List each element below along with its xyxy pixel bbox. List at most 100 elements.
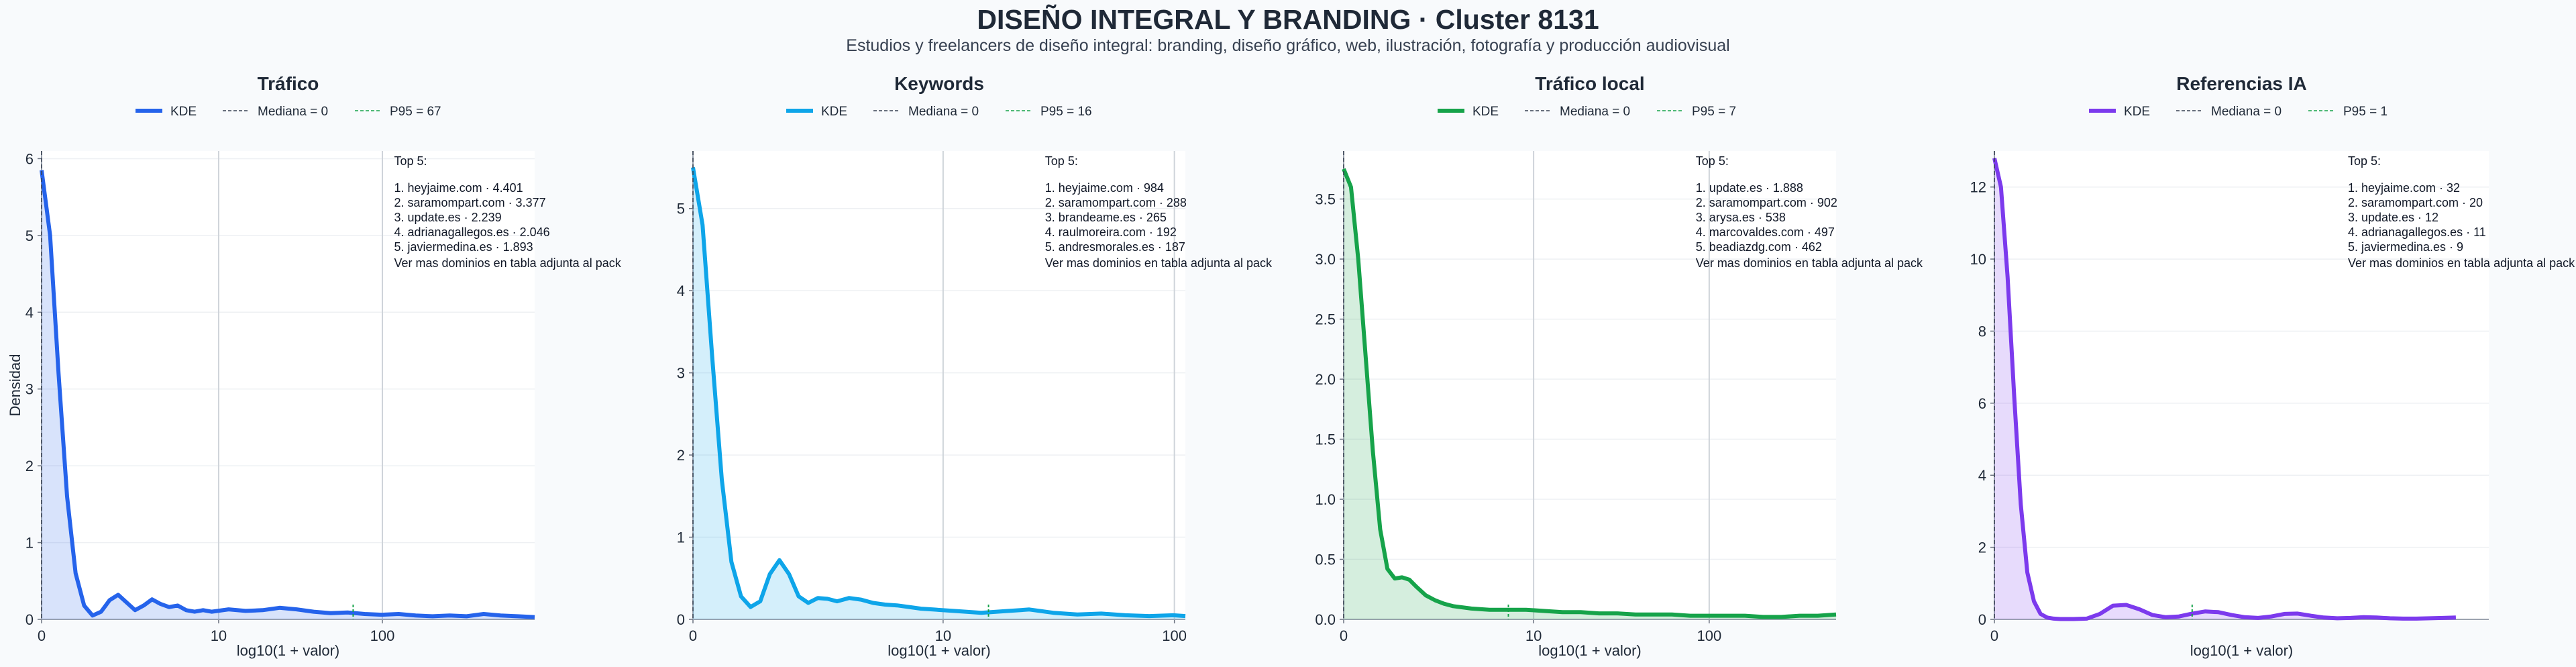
legend-kde-label: KDE (821, 105, 847, 119)
legend-p95-label: P95 = 67 (390, 105, 441, 119)
chart-title: Tráfico local (1535, 73, 1644, 94)
y-tick-label: 2 (25, 458, 34, 474)
x-tick-label: 0 (38, 627, 46, 644)
legend: KDE Mediana = 0 P95 = 16 (786, 105, 1092, 119)
legend-median-label: Mediana = 0 (258, 105, 328, 119)
y-tick-label: 0 (677, 611, 685, 628)
top5-footnote: Ver mas dominios en tabla adjunta al pac… (1696, 256, 1923, 270)
top5-item: 2. saramompart.com · 288 (1045, 196, 1187, 209)
y-tick-label: 4 (25, 304, 34, 321)
top5-item: 3. update.es · 2.239 (394, 211, 502, 224)
legend: KDE Mediana = 0 P95 = 7 (1438, 105, 1736, 119)
y-tick-label: 10 (1970, 251, 1986, 268)
page-subtitle: Estudios y freelancers de diseño integra… (846, 36, 1730, 55)
top5-title: Top 5: (2348, 154, 2381, 168)
top5-item: 3. arysa.es · 538 (1696, 211, 1786, 224)
top5-title: Top 5: (394, 154, 427, 168)
legend-p95-label: P95 = 16 (1040, 105, 1092, 119)
legend-kde-label: KDE (2124, 105, 2150, 119)
legend-kde-label: KDE (170, 105, 197, 119)
top5-item: 3. update.es · 12 (2348, 211, 2438, 224)
legend: KDE Mediana = 0 P95 = 67 (136, 105, 441, 119)
legend-median-label: Mediana = 0 (2211, 105, 2282, 119)
plot-area (693, 151, 1185, 619)
top5-item: 1. heyjaime.com · 4.401 (394, 181, 523, 195)
top5-item: 5. javiermedina.es · 9 (2348, 240, 2463, 254)
chart-title: Keywords (894, 73, 984, 94)
x-tick-label: 10 (211, 627, 227, 644)
chart-panel-4: 0 2 4 6 8 10 12 0 Referencias IA KDE Mediana = 0 P9… (1970, 73, 2576, 659)
chart-panel-3: 0.0 0.5 1.0 1.5 2.0 2.5 3.0 3.5 0 10 100 Tráfico lo… (1315, 73, 1923, 659)
y-tick-label: 2.5 (1315, 311, 1336, 328)
chart-title: Tráfico (258, 73, 319, 94)
x-tick-label: 0 (1990, 627, 1998, 644)
y-tick-label: 3 (677, 365, 685, 382)
y-tick-label: 6 (25, 150, 34, 167)
y-tick-label: 3 (25, 381, 34, 398)
top5-item: 5. andresmorales.es · 187 (1045, 240, 1185, 254)
top5-title: Top 5: (1696, 154, 1729, 168)
top5-item: 3. brandeame.es · 265 (1045, 211, 1167, 224)
top5-item: 1. heyjaime.com · 984 (1045, 181, 1164, 195)
legend-p95-label: P95 = 1 (2343, 105, 2387, 119)
y-tick-label: 0 (1978, 611, 1986, 628)
y-tick-label: 1 (677, 529, 685, 546)
kde-line (691, 167, 1186, 619)
y-tick-label: 3.5 (1315, 191, 1336, 208)
y-tick-label: 2 (677, 447, 685, 464)
top5-item: 4. adrianagallegos.es · 11 (2348, 225, 2486, 239)
y-tick-label: 1.5 (1315, 431, 1336, 448)
legend-median-label: Mediana = 0 (908, 105, 979, 119)
x-tick-label: 10 (1525, 627, 1542, 644)
y-tick-label: 5 (25, 227, 34, 244)
y-axis-label: Densidad (7, 354, 23, 417)
kde-line (1342, 168, 1837, 619)
top5-item: 2. saramompart.com · 20 (2348, 196, 2483, 209)
kde-line (1992, 158, 2456, 621)
y-tick-label: 6 (1978, 395, 1986, 412)
plot-area (42, 151, 535, 619)
x-tick-label: 0 (1340, 627, 1348, 644)
top5-item: 4. adrianagallegos.es · 2.046 (394, 225, 550, 239)
y-tick-label: 4 (677, 283, 685, 299)
x-tick-label: 10 (935, 627, 951, 644)
y-tick-label: 0.0 (1315, 611, 1336, 628)
chart-panel-1: 0 1 2 3 4 5 6 0 10 100 Tráfico KDE Mediana = 0 P95 = … (7, 73, 622, 659)
chart-panel-2: 0 1 2 3 4 5 0 10 100 Keywords KDE Mediana = 0 P95 = … (677, 73, 1273, 659)
top5-footnote: Ver mas dominios en tabla adjunta al pac… (1045, 256, 1273, 270)
kde-line (40, 170, 535, 619)
legend: KDE Mediana = 0 P95 = 1 (2089, 105, 2387, 119)
top5-footnote: Ver mas dominios en tabla adjunta al pac… (2348, 256, 2575, 270)
x-tick-label: 0 (689, 627, 697, 644)
x-tick-label: 100 (370, 627, 395, 644)
x-axis-label: log10(1 + valor) (237, 642, 339, 659)
x-tick-label: 100 (1162, 627, 1187, 644)
y-tick-label: 4 (1978, 467, 1986, 484)
y-tick-label: 3.0 (1315, 251, 1336, 268)
plot-area (1344, 151, 1836, 619)
legend-kde-label: KDE (1472, 105, 1499, 119)
y-tick-label: 0.5 (1315, 552, 1336, 568)
top5-item: 2. saramompart.com · 902 (1696, 196, 1837, 209)
x-axis-label: log10(1 + valor) (1538, 642, 1641, 659)
y-tick-label: 0 (25, 611, 34, 628)
y-tick-label: 5 (677, 201, 685, 217)
top5-item: 5. beadiazdg.com · 462 (1696, 240, 1822, 254)
y-tick-label: 8 (1978, 323, 1986, 340)
chart-title: Referencias IA (2176, 73, 2307, 94)
top5-item: 1. update.es · 1.888 (1696, 181, 1803, 195)
top5-footnote: Ver mas dominios en tabla adjunta al pac… (394, 256, 622, 270)
y-tick-label: 12 (1970, 179, 1986, 196)
top5-item: 1. heyjaime.com · 32 (2348, 181, 2460, 195)
y-tick-label: 1.0 (1315, 491, 1336, 508)
top5-item: 4. raulmoreira.com · 192 (1045, 225, 1177, 239)
top5-item: 2. saramompart.com · 3.377 (394, 196, 546, 209)
top5-title: Top 5: (1045, 154, 1078, 168)
y-tick-label: 2 (1978, 540, 1986, 556)
top5-annotation: Top 5: 1. heyjaime.com · 322. saramompart… (2348, 154, 2575, 270)
x-tick-label: 100 (1697, 627, 1722, 644)
y-tick-label: 1 (25, 535, 34, 552)
